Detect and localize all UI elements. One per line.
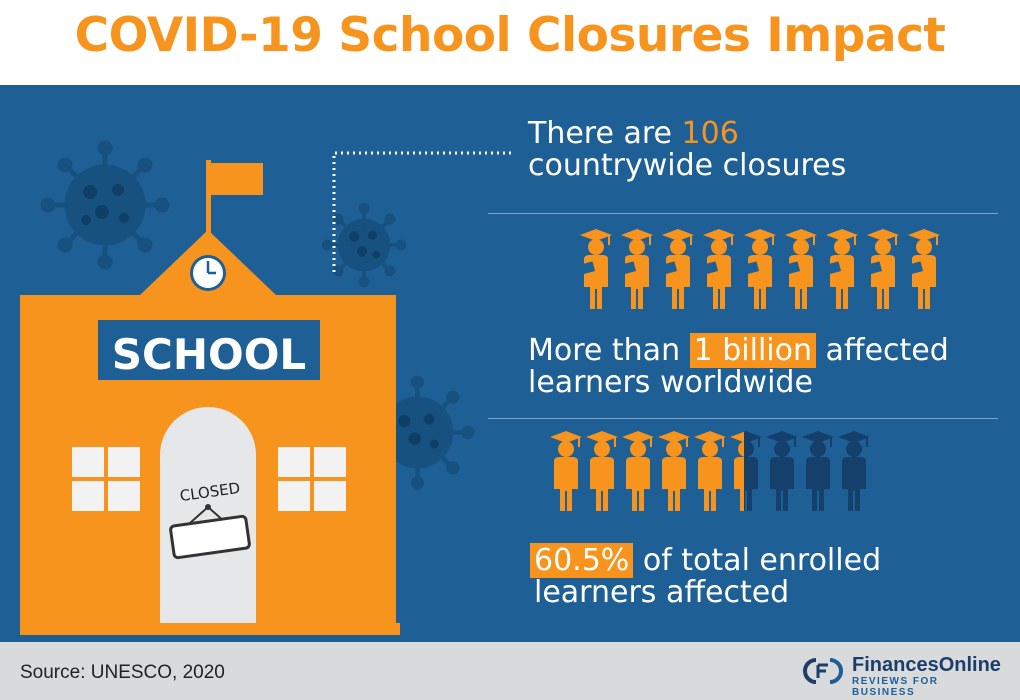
- virus-icon: [322, 203, 406, 287]
- graduate-icon: [802, 431, 834, 511]
- header: COVID-19 School Closures Impact: [0, 0, 1020, 85]
- stat-percent-value: 60.5%: [530, 543, 634, 578]
- graduate-icon: [865, 229, 899, 309]
- divider: [488, 213, 998, 214]
- stat-percent-line2: learners affected: [534, 575, 790, 610]
- school-building-icon: [20, 160, 400, 635]
- graduate-icon: [906, 229, 940, 309]
- virus-icon: [360, 375, 475, 490]
- virus-icon: [40, 140, 170, 270]
- graduate-icon: [550, 431, 582, 511]
- stat-closures-prefix: There are: [528, 116, 682, 151]
- graduate-icon: [660, 229, 694, 309]
- graduate-icon: [783, 229, 817, 309]
- infographic-panel: SCHOOL CLOSED There are 106 countrywide …: [0, 85, 1020, 642]
- graduate-icon: [838, 431, 870, 511]
- stat-closures-value: 106: [681, 116, 739, 151]
- brand-name: FinancesOnline: [852, 654, 1001, 676]
- stat-learners-suffix: affected: [816, 333, 949, 368]
- school-sign: SCHOOL: [111, 330, 307, 379]
- brand-tagline: REVIEWS FOR BUSINESS: [852, 676, 939, 698]
- graduate-icon: [619, 229, 653, 309]
- brand[interactable]: FinancesOnline REVIEWS FOR BUSINESS: [802, 654, 1001, 698]
- graduate-icon: [824, 229, 858, 309]
- graduate-icon: [658, 431, 690, 511]
- graduate-icon: [578, 229, 612, 309]
- stat-learners-line2: learners worldwide: [528, 365, 813, 400]
- graduate-icon: [742, 229, 776, 309]
- stat-closures: There are 106 countrywide closures: [528, 118, 846, 182]
- stat-learners: More than 1 billion affected learners wo…: [528, 333, 949, 400]
- graduate-icon: [701, 229, 735, 309]
- page-title: COVID-19 School Closures Impact: [74, 8, 946, 63]
- stat-closures-line2: countrywide closures: [528, 148, 847, 183]
- graduate-icon: [766, 431, 798, 511]
- stat-learners-prefix: More than: [528, 333, 690, 368]
- stat-percent: 60.5% of total enrolled learners affecte…: [530, 543, 882, 610]
- graduate-row-1: [578, 229, 940, 309]
- brand-logo-icon: [803, 658, 843, 684]
- divider: [488, 418, 998, 419]
- stat-learners-value: 1 billion: [689, 333, 816, 368]
- stat-percent-suffix: of total enrolled: [633, 543, 882, 578]
- source-text: Source: UNESCO, 2020: [20, 662, 225, 683]
- graduate-icon: [586, 431, 618, 511]
- graduate-row-2: [550, 431, 870, 511]
- footer: Source: UNESCO, 2020 FinancesOnline REVI…: [0, 642, 1020, 700]
- graduate-icon: [694, 431, 726, 511]
- graduate-icon: [730, 431, 745, 511]
- graduate-icon: [622, 431, 654, 511]
